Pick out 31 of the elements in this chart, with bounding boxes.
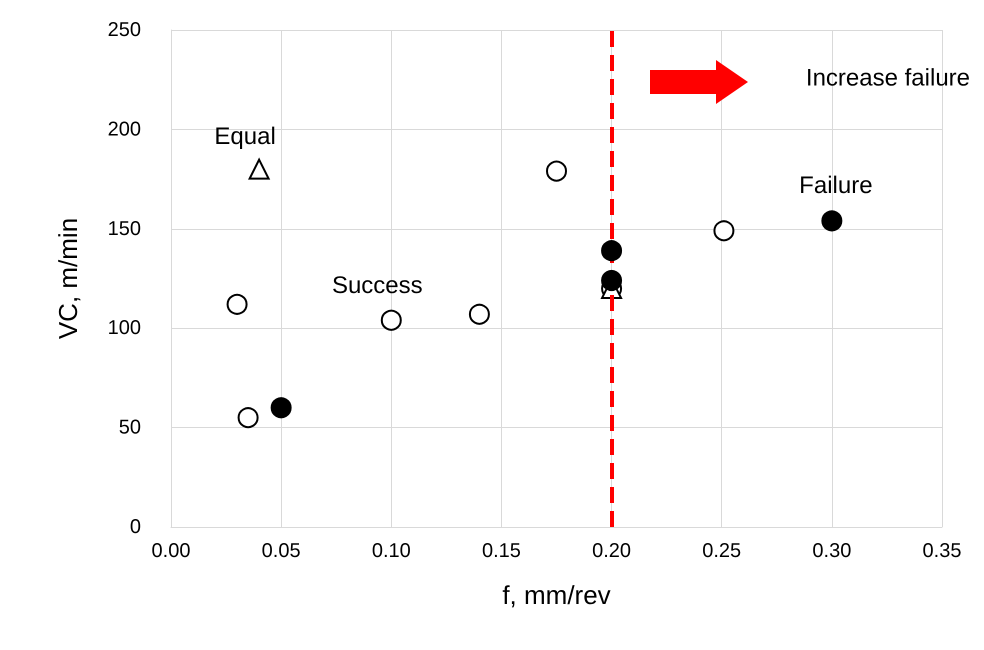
- x-axis-title: f, mm/rev: [502, 580, 611, 610]
- y-axis-title: VC, m/min: [53, 218, 83, 340]
- x-tick-label: 0.30: [812, 540, 852, 562]
- annotation: Increase failure: [806, 64, 970, 92]
- y-tick-label: 250: [108, 19, 141, 41]
- series-label: Equal: [214, 123, 276, 150]
- x-tick-label: 0.15: [482, 540, 521, 562]
- point: [238, 407, 259, 428]
- x-tick-label: 0.10: [372, 540, 411, 562]
- y-tick-label: 150: [108, 218, 141, 240]
- y-tick-label: 200: [108, 118, 141, 140]
- series-label: Failure: [799, 172, 873, 199]
- point: [713, 220, 734, 242]
- y-tick-label: 100: [108, 317, 141, 340]
- y-tick-label: 50: [118, 416, 141, 439]
- x-tick-label: 0.35: [922, 540, 962, 562]
- point: [821, 210, 842, 232]
- point: [270, 397, 292, 418]
- x-tick-label: 0.00: [152, 540, 190, 562]
- series-label: Success: [332, 272, 423, 300]
- point: [380, 310, 402, 331]
- x-tick-label: 0.05: [262, 540, 301, 562]
- point: [546, 160, 567, 182]
- point: [601, 270, 622, 291]
- point: [601, 240, 622, 262]
- x-tick-label: 0.25: [702, 540, 742, 562]
- x-tick-label: 0.20: [592, 540, 632, 562]
- point: [248, 158, 270, 180]
- y-tick-label: 0: [130, 516, 141, 538]
- point: [468, 304, 490, 325]
- point: [226, 294, 248, 315]
